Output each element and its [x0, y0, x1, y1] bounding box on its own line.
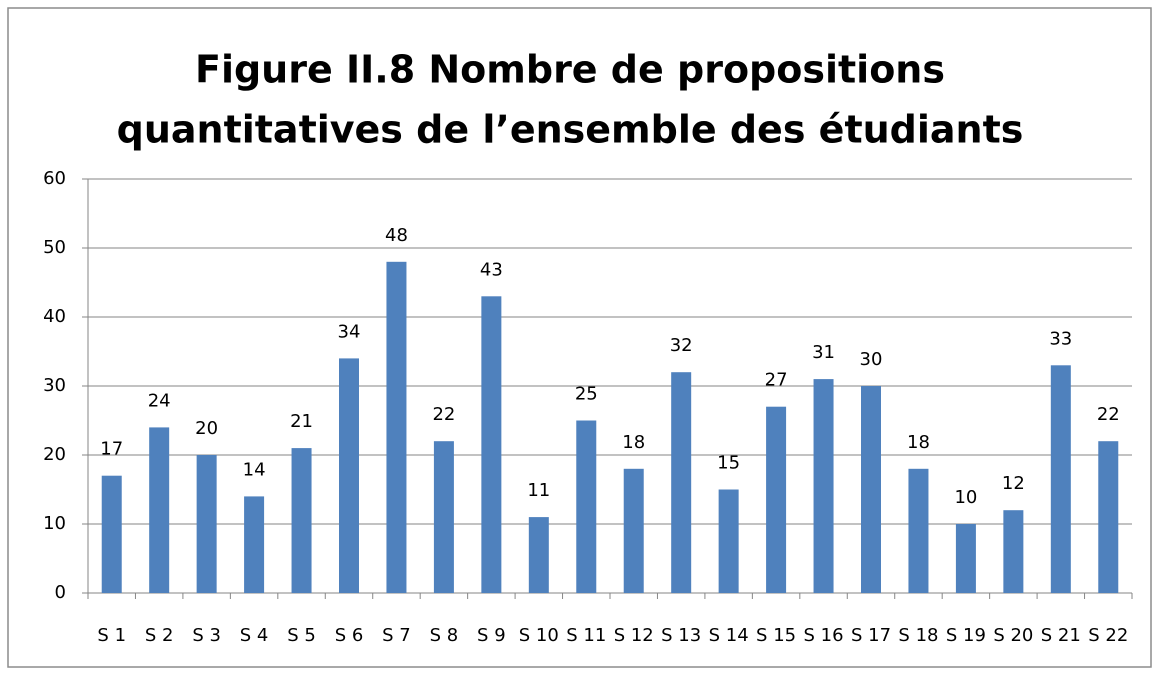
x-tick-label: S 6 [335, 625, 364, 646]
bar [386, 261, 407, 593]
bar [433, 441, 454, 593]
bar [576, 420, 597, 593]
data-label: 21 [290, 411, 313, 432]
data-label: 25 [575, 384, 598, 405]
bar [339, 358, 359, 593]
bar [955, 524, 976, 593]
data-label: 34 [338, 321, 361, 342]
x-tick-label: S 19 [946, 625, 986, 646]
data-label: 22 [432, 404, 455, 425]
x-tick-label: S 13 [661, 625, 701, 646]
x-tick-label: S 3 [192, 625, 221, 646]
x-tick-label: S 21 [1041, 625, 1081, 646]
x-tick-label: S 1 [97, 625, 126, 646]
x-tick-label: S 12 [614, 625, 654, 646]
chart-title: Figure II.8 Nombre de propositions [195, 48, 945, 92]
data-label: 11 [527, 480, 550, 501]
data-label: 17 [100, 439, 123, 460]
x-tick-label: S 11 [566, 625, 606, 646]
bar [244, 496, 265, 593]
data-label: 14 [243, 459, 266, 480]
bar [908, 468, 929, 593]
data-label: 32 [670, 335, 693, 356]
data-label: 22 [1097, 404, 1120, 425]
bar [149, 427, 170, 593]
x-tick-label: S 10 [519, 625, 559, 646]
data-label: 15 [717, 453, 740, 474]
y-tick-label: 20 [43, 444, 66, 465]
bar [291, 448, 312, 593]
bar [813, 379, 834, 593]
x-tick-label: S 20 [993, 625, 1033, 646]
x-tick-label: S 18 [898, 625, 938, 646]
x-tick-label: S 15 [756, 625, 796, 646]
bar [861, 386, 881, 593]
data-label: 30 [860, 349, 883, 370]
bar [1003, 510, 1024, 593]
data-label: 18 [907, 432, 930, 453]
y-tick-label: 40 [43, 306, 66, 327]
bar [1098, 441, 1119, 593]
bar [101, 475, 122, 593]
y-tick-label: 50 [43, 237, 66, 258]
bar [196, 455, 217, 593]
x-tick-label: S 22 [1088, 625, 1128, 646]
x-tick-label: S 17 [851, 625, 891, 646]
data-label: 27 [765, 370, 788, 391]
bar [623, 468, 644, 593]
data-label: 18 [622, 432, 645, 453]
data-label: 48 [385, 225, 408, 246]
y-tick-label: 0 [55, 582, 66, 603]
x-tick-label: S 5 [287, 625, 316, 646]
data-label: 31 [812, 342, 835, 363]
y-tick-label: 60 [43, 168, 66, 189]
x-tick-label: S 2 [145, 625, 174, 646]
y-tick-label: 10 [43, 513, 66, 534]
bar [766, 406, 787, 593]
bar [671, 372, 692, 593]
x-tick-label: S 4 [240, 625, 269, 646]
chart-title: quantitatives de l’ensemble des étudiant… [117, 108, 1024, 152]
data-label: 43 [480, 259, 503, 280]
x-tick-label: S 9 [477, 625, 506, 646]
bar [528, 517, 549, 593]
data-label: 20 [195, 418, 218, 439]
y-tick-label: 30 [43, 375, 66, 396]
x-tick-label: S 7 [382, 625, 411, 646]
bar [481, 296, 502, 593]
bar [1050, 365, 1071, 593]
bar [718, 489, 739, 593]
data-label: 24 [148, 390, 171, 411]
x-tick-label: S 8 [430, 625, 459, 646]
data-label: 10 [954, 487, 977, 508]
data-label: 33 [1049, 328, 1072, 349]
data-label: 12 [1002, 473, 1025, 494]
x-tick-label: S 16 [804, 625, 844, 646]
x-tick-label: S 14 [709, 625, 749, 646]
